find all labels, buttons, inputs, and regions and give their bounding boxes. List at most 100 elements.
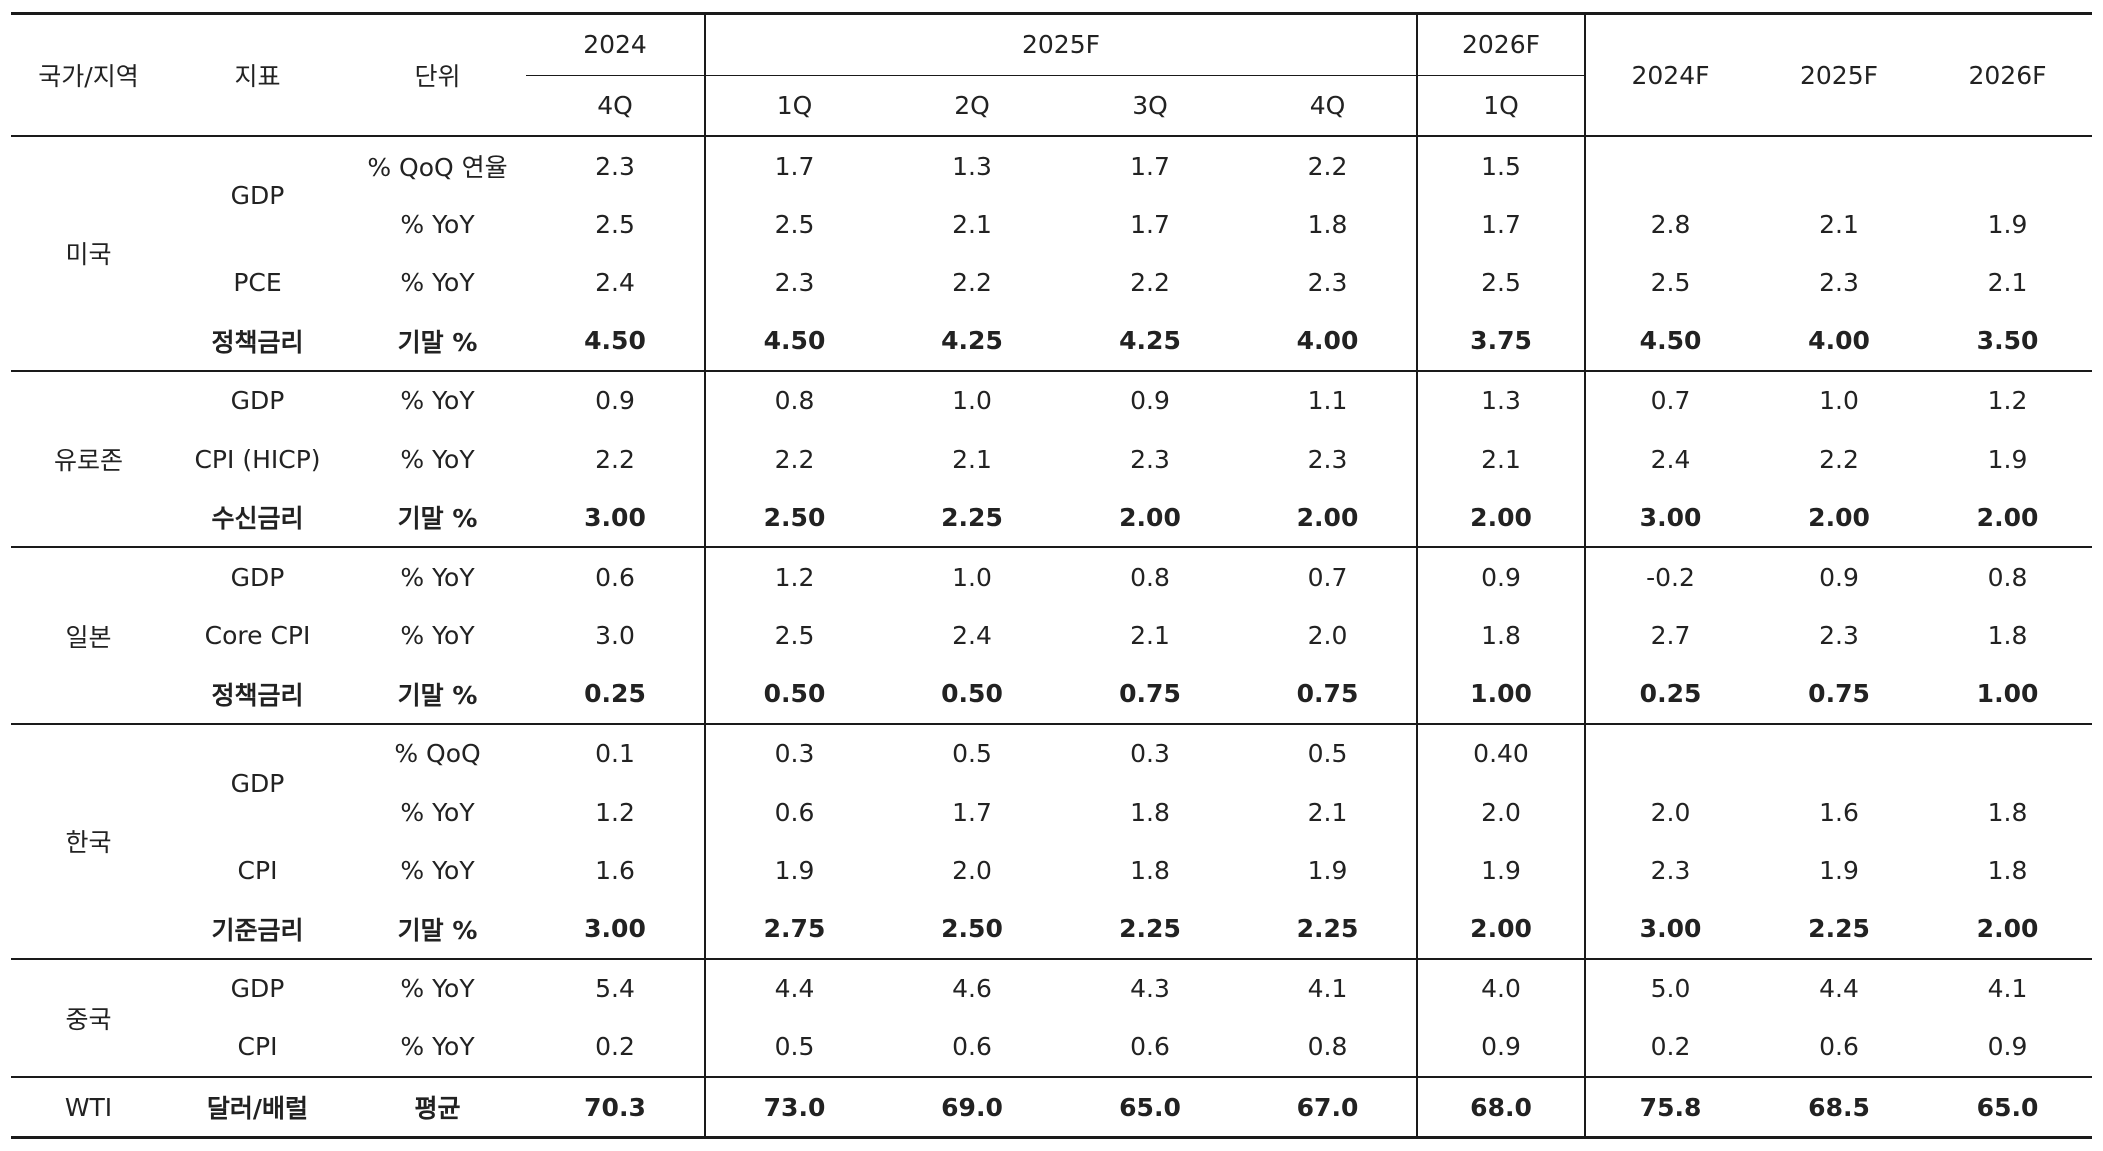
value-cell: 2.0 bbox=[1584, 783, 1756, 842]
table-row: 한국 GDP % QoQ 0.1 0.3 0.5 0.3 0.5 0.40 bbox=[11, 722, 2093, 959]
indicator-cell: GDP bbox=[166, 957, 349, 1018]
unit-cell: % YoY bbox=[400, 855, 475, 885]
value-cell: 2.25 bbox=[941, 502, 1003, 532]
value-cell bbox=[1755, 136, 1923, 195]
value-cell: 1.9 bbox=[1987, 444, 2028, 474]
value-cell: 2.00 bbox=[1416, 899, 1586, 959]
indicator-cell: GDP bbox=[230, 180, 285, 210]
value-cell: 4.50 bbox=[704, 311, 883, 371]
value-cell: 2.8 bbox=[1584, 195, 1756, 254]
value-cell: 2.5 bbox=[704, 606, 883, 665]
value-cell: 0.8 bbox=[704, 369, 883, 430]
header-quarter-2026-1Q: 1Q bbox=[1416, 75, 1586, 137]
value-cell: 0.9 bbox=[1061, 369, 1239, 430]
value-cell: 1.0 bbox=[883, 369, 1061, 430]
value-cell: 2.25 bbox=[1119, 914, 1181, 944]
country-cell: 일본 bbox=[11, 546, 166, 724]
unit-cell: % YoY bbox=[349, 546, 526, 607]
indicator-cell: GDP bbox=[166, 722, 349, 842]
indicator-cell: Core CPI bbox=[204, 621, 311, 651]
header-year-2024: 2024 bbox=[526, 12, 705, 76]
value-cell: 2.3 bbox=[1819, 621, 1859, 651]
value-cell: 2.7 bbox=[1584, 606, 1756, 665]
value-cell: 0.50 bbox=[704, 664, 883, 724]
value-cell: 1.3 bbox=[1416, 369, 1586, 430]
indicator-cell: 기준금리 bbox=[211, 915, 304, 945]
value-cell: 5.4 bbox=[526, 957, 705, 1018]
value-cell: 4.4 bbox=[1755, 957, 1924, 1018]
country-cell: 미국 bbox=[65, 240, 112, 270]
value-cell: 1.2 bbox=[704, 546, 883, 607]
table-row: 미국 GDP % QoQ 연율 2.3 1.7 1.3 1.7 2.2 1.5 bbox=[11, 136, 2092, 269]
value-cell: 2.50 bbox=[704, 488, 883, 548]
value-cell: 4.50 bbox=[1584, 311, 1756, 371]
table-row: 유로존 GDP % YoY 0.9 0.8 1.0 0.9 1.1 1.3 0.… bbox=[11, 369, 2093, 548]
value-cell: 1.9 bbox=[1307, 855, 1348, 885]
value-cell: 0.9 bbox=[1416, 546, 1586, 607]
header-annual-2025F: 2025F bbox=[1755, 12, 1924, 137]
unit-cell: % YoY bbox=[400, 621, 475, 651]
value-cell: 2.50 bbox=[941, 914, 1003, 944]
value-cell: 1.5 bbox=[1416, 136, 1586, 196]
value-cell: 2.1 bbox=[1130, 621, 1170, 651]
value-cell: 0.75 bbox=[1296, 679, 1359, 709]
value-cell: 2.1 bbox=[1819, 209, 1859, 239]
country-cell: WTI bbox=[11, 1076, 166, 1140]
value-cell: 1.2 bbox=[1923, 369, 2093, 430]
value-cell: 0.9 bbox=[1416, 1017, 1586, 1077]
value-cell: 2.1 bbox=[952, 444, 992, 474]
unit-cell: % QoQ bbox=[349, 722, 526, 784]
unit-cell: % YoY bbox=[400, 444, 475, 474]
value-cell: 75.8 bbox=[1584, 1076, 1756, 1140]
value-cell: 2.25 bbox=[1808, 914, 1870, 944]
value-cell: 2.3 bbox=[1584, 841, 1756, 900]
value-cell: 2.00 bbox=[1416, 488, 1586, 548]
value-cell: 1.8 bbox=[1987, 621, 2028, 651]
unit-cell: 기말 % bbox=[397, 680, 478, 710]
value-cell: 0.2 bbox=[595, 1032, 635, 1062]
value-cell: 0.6 bbox=[952, 1032, 992, 1062]
value-cell: 2.3 bbox=[1307, 267, 1348, 297]
value-cell: 2.4 bbox=[1584, 429, 1756, 489]
value-cell: 0.9 bbox=[1755, 546, 1924, 607]
value-cell: 2.0 bbox=[952, 855, 992, 885]
value-cell: 0.75 bbox=[1119, 679, 1181, 709]
indicator-cell: GDP bbox=[166, 546, 349, 607]
header-quarter-2025-2Q: 2Q bbox=[883, 75, 1061, 137]
value-cell: 2.5 bbox=[1416, 253, 1586, 312]
value-cell: 2.2 bbox=[1307, 151, 1348, 181]
value-cell: 4.00 bbox=[1296, 326, 1359, 356]
table-row: % YoY 2.5 2.5 2.1 1.7 1.8 1.7 2.8 2.1 1.… bbox=[11, 195, 2092, 254]
value-cell: 1.8 bbox=[1987, 855, 2028, 885]
value-cell: 1.8 bbox=[1416, 606, 1586, 665]
table-row: 일본 GDP % YoY 0.6 1.2 1.0 0.8 0.7 0.9 -0.… bbox=[11, 546, 2093, 724]
header-quarter-2025-3Q: 3Q bbox=[1061, 75, 1239, 137]
value-cell: 2.5 bbox=[1584, 253, 1756, 312]
indicator-cell: 수신금리 bbox=[211, 504, 304, 534]
value-cell: 2.2 bbox=[1130, 267, 1170, 297]
country-cell: 유로존 bbox=[11, 369, 166, 548]
value-cell: 2.00 bbox=[1976, 502, 2039, 532]
value-cell: 4.1 bbox=[1239, 957, 1418, 1018]
unit-cell: 평균 bbox=[349, 1076, 526, 1140]
value-cell: 2.00 bbox=[1808, 502, 1870, 532]
value-cell: 0.8 bbox=[1923, 546, 2093, 607]
value-cell bbox=[1584, 136, 1756, 196]
value-cell: 2.1 bbox=[952, 209, 992, 239]
value-cell: 67.0 bbox=[1239, 1076, 1418, 1140]
value-cell: 0.3 bbox=[1061, 722, 1239, 784]
value-cell: 4.3 bbox=[1061, 957, 1239, 1018]
value-cell: 4.50 bbox=[584, 326, 646, 356]
value-cell: 3.0 bbox=[595, 621, 635, 651]
value-cell: 0.5 bbox=[704, 1017, 883, 1077]
value-cell: 1.6 bbox=[1819, 797, 1859, 827]
value-cell: 1.9 bbox=[704, 841, 883, 900]
table-row: % YoY 1.2 0.6 1.7 1.8 2.1 2.0 2.0 1.6 1.… bbox=[11, 783, 2092, 842]
value-cell: 3.00 bbox=[584, 502, 646, 532]
header-annual-2024F: 2024F bbox=[1584, 12, 1756, 137]
value-cell: 2.5 bbox=[704, 195, 883, 254]
value-cell: 0.3 bbox=[704, 722, 883, 784]
value-cell: 4.0 bbox=[1416, 957, 1586, 1018]
value-cell: 0.6 bbox=[704, 783, 883, 842]
value-cell: 2.1 bbox=[1416, 429, 1586, 489]
